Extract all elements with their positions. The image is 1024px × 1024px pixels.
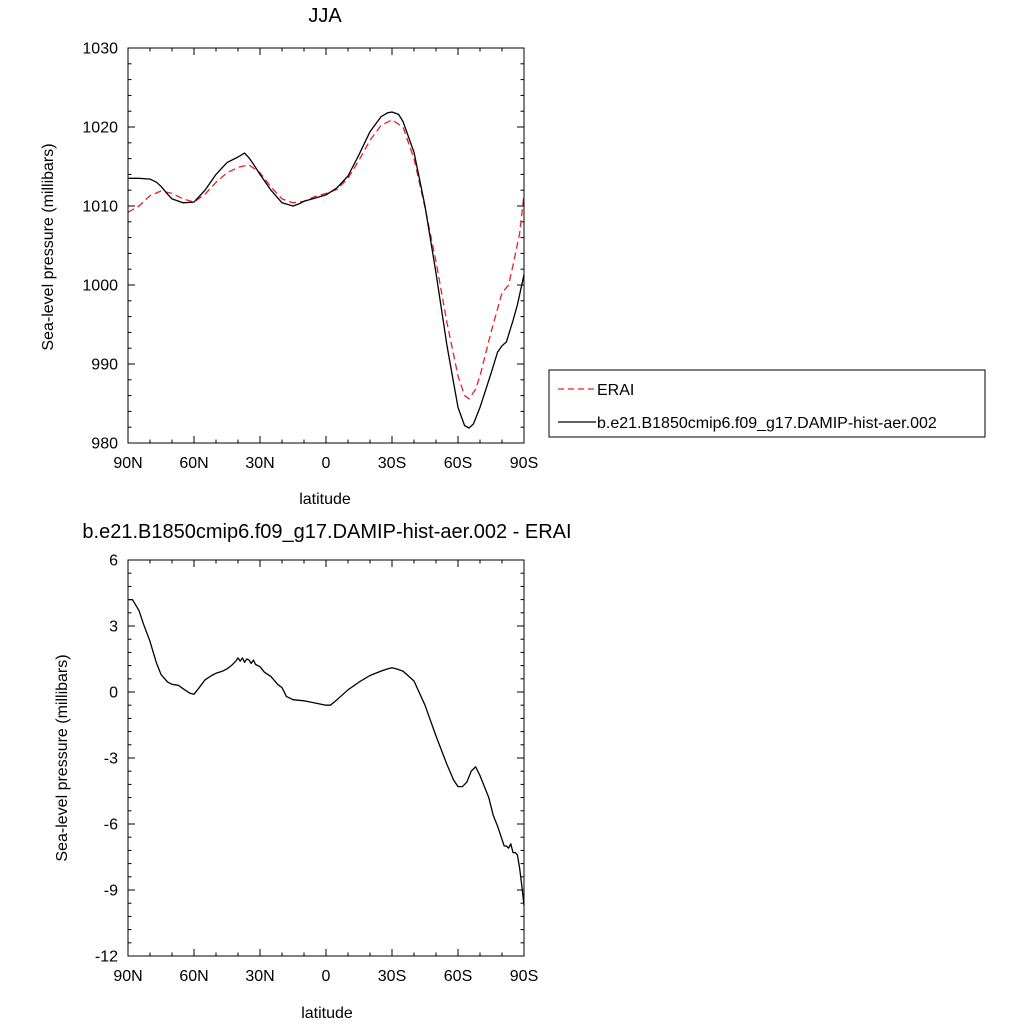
upper-chart-title: JJA	[308, 5, 342, 27]
legend-label-erai: ERAI	[597, 382, 634, 399]
lower-x-tick-label: 0	[322, 968, 331, 985]
lower-y-tick-label: 0	[109, 685, 118, 702]
upper-y-tick-label: 1020	[82, 120, 118, 137]
lower-x-tick-label: 30N	[245, 968, 274, 985]
upper-y-tick-label: 1010	[82, 199, 118, 216]
lower-y-tick-label: -3	[104, 751, 118, 768]
lower-x-axis-label: latitude	[301, 1005, 353, 1022]
lower-chart-title: b.e21.B1850cmip6.f09_g17.DAMIP-hist-aer.…	[82, 521, 571, 543]
lower-panel: b.e21.B1850cmip6.f09_g17.DAMIP-hist-aer.…	[54, 521, 572, 1022]
upper-x-tick-label: 30S	[378, 455, 406, 472]
upper-y-tick-label: 1000	[82, 278, 118, 295]
lower-y-tick-label: 6	[109, 553, 118, 570]
lower-y-axis-label: Sea-level pressure (millibars)	[54, 654, 71, 861]
lower-x-tick-label: 90S	[510, 968, 538, 985]
legend-label-model: b.e21.B1850cmip6.f09_g17.DAMIP-hist-aer.…	[597, 415, 937, 432]
upper-x-tick-label: 90N	[113, 455, 142, 472]
lower-y-tick-label: -9	[104, 883, 118, 900]
upper-series-line-model	[128, 111, 525, 429]
lower-plot-frame	[127, 559, 525, 957]
lower-y-tick-label: -12	[95, 949, 118, 966]
upper-y-axis-label: Sea-level pressure (millibars)	[40, 143, 57, 350]
lower-y-tick-label: 3	[109, 619, 118, 636]
upper-x-axis-label: latitude	[299, 491, 351, 508]
lower-x-tick-label: 60N	[179, 968, 208, 985]
lower-x-tick-label: 30S	[378, 968, 406, 985]
lower-series-line-difference	[128, 598, 525, 906]
upper-x-tick-label: 90S	[510, 455, 538, 472]
lower-x-tick-label: 60S	[444, 968, 472, 985]
upper-y-tick-label: 980	[91, 436, 118, 453]
lower-x-tick-label: 90N	[113, 968, 142, 985]
upper-panel: JJA latitude Sea-level pressure (milliba…	[40, 5, 538, 508]
upper-y-tick-label: 990	[91, 357, 118, 374]
upper-x-tick-label: 0	[322, 455, 331, 472]
upper-plot-frame	[127, 47, 525, 444]
upper-x-tick-label: 30N	[245, 455, 274, 472]
upper-x-tick-label: 60S	[444, 455, 472, 472]
upper-y-tick-label: 1030	[82, 41, 118, 58]
lower-y-tick-label: -6	[104, 817, 118, 834]
legend: ERAI b.e21.B1850cmip6.f09_g17.DAMIP-hist…	[548, 369, 986, 438]
upper-x-tick-label: 60N	[179, 455, 208, 472]
legend-box	[548, 369, 986, 438]
upper-series-line-erai	[127, 119, 525, 400]
